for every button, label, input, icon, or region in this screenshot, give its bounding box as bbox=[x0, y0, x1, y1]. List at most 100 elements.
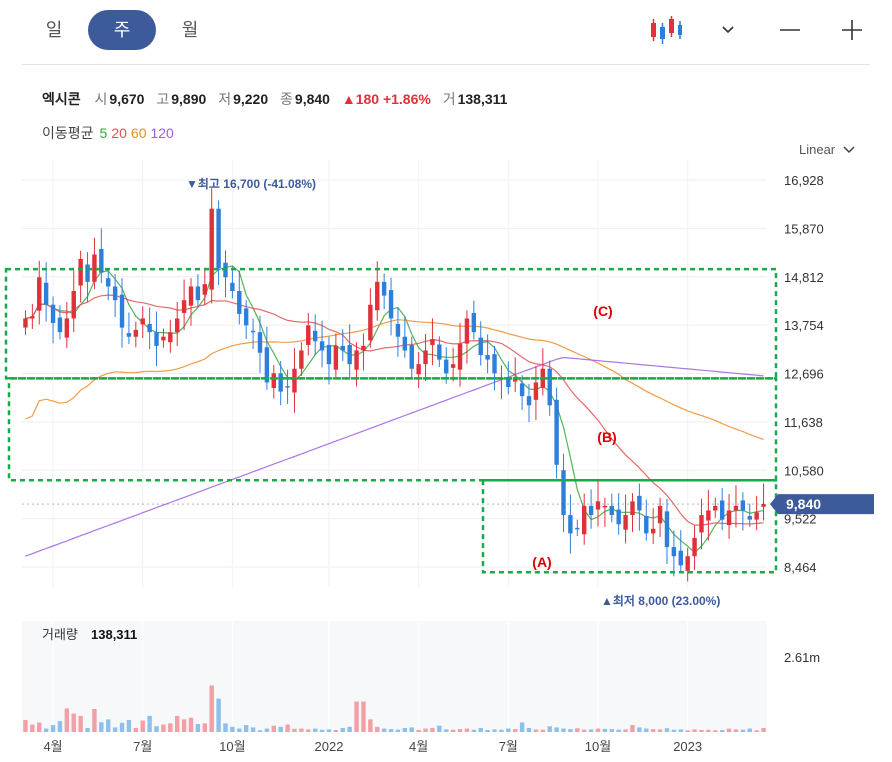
candle-body bbox=[85, 264, 90, 282]
volume-bar bbox=[657, 729, 663, 732]
candle-body bbox=[409, 344, 414, 369]
low-value: 9,220 bbox=[233, 91, 269, 107]
open-label: 시 bbox=[94, 91, 108, 107]
zoom-out-button[interactable] bbox=[770, 12, 810, 48]
volume-bar bbox=[37, 722, 42, 732]
close-label: 종 bbox=[280, 91, 293, 107]
volume-bar bbox=[492, 729, 497, 732]
candle-body bbox=[292, 368, 297, 393]
volume-bar bbox=[216, 698, 221, 732]
volume-bar bbox=[430, 727, 435, 732]
chart-type-button[interactable] bbox=[646, 12, 686, 48]
candle-body bbox=[740, 500, 746, 511]
ma-60: 60 bbox=[130, 125, 147, 141]
candle-body bbox=[630, 501, 635, 516]
candle-body bbox=[278, 373, 283, 392]
volume-bar bbox=[85, 727, 90, 732]
volume-bar bbox=[361, 701, 366, 732]
quote-summary: 엑시콘 시 9,670 고 9,890 저 9,220 종 9,840 ▲180 +1.… bbox=[42, 89, 515, 109]
ma-5: 5 bbox=[99, 125, 108, 141]
candle-body bbox=[388, 290, 394, 319]
volume-bar bbox=[754, 730, 759, 732]
zone-label: (C) bbox=[593, 303, 612, 319]
close-value: 9,840 bbox=[294, 91, 330, 107]
candle-body bbox=[568, 515, 573, 534]
candle-body bbox=[478, 337, 483, 356]
volume-bar bbox=[706, 729, 711, 732]
tab-monthly[interactable]: 월 bbox=[181, 20, 199, 40]
candle-body bbox=[140, 318, 145, 325]
candle-body bbox=[271, 373, 276, 388]
current-price-tag bbox=[770, 494, 874, 515]
candle-body bbox=[243, 308, 249, 326]
candle-body bbox=[726, 510, 732, 526]
volume-bar bbox=[554, 727, 559, 732]
volume-bar bbox=[381, 728, 387, 732]
candle-body bbox=[71, 291, 76, 319]
zoom-in-button[interactable] bbox=[832, 12, 872, 48]
candle-body bbox=[106, 278, 111, 287]
volume-bar bbox=[499, 729, 504, 732]
volume-bar bbox=[319, 729, 325, 732]
volume-bar bbox=[147, 715, 152, 732]
candle-body bbox=[506, 377, 511, 388]
candle-body bbox=[99, 248, 104, 273]
volume-bar bbox=[450, 729, 456, 732]
candle-body bbox=[168, 332, 173, 343]
volume-bar bbox=[175, 715, 180, 732]
volume-bar bbox=[312, 728, 318, 732]
scale-dropdown[interactable]: Linear bbox=[799, 142, 855, 157]
volume-bar bbox=[257, 730, 263, 732]
candle-body bbox=[57, 317, 63, 333]
volume-bar bbox=[630, 725, 635, 732]
volume-bar bbox=[230, 726, 235, 732]
x-tick-label: 2023 bbox=[673, 739, 702, 754]
candle-body bbox=[264, 347, 270, 383]
tab-daily[interactable]: 일 bbox=[45, 20, 63, 40]
y-tick-label: 9,522 bbox=[784, 512, 817, 527]
volume-bar bbox=[250, 727, 256, 732]
x-tick-label: 10월 bbox=[219, 739, 245, 754]
candle-body bbox=[126, 333, 132, 337]
volume-bar bbox=[71, 713, 76, 732]
volume-bar bbox=[513, 729, 518, 732]
y-tick-label: 13,754 bbox=[784, 318, 824, 333]
candle-body bbox=[216, 208, 221, 269]
volume-bar bbox=[354, 701, 359, 732]
volume-bar bbox=[278, 726, 283, 732]
volume-bar bbox=[437, 725, 442, 732]
x-tick-label: 10월 bbox=[585, 739, 611, 754]
candle-body bbox=[609, 505, 614, 516]
volume-bar bbox=[23, 719, 28, 732]
candle-body bbox=[616, 509, 621, 525]
candle-body bbox=[250, 330, 256, 333]
volume-bar bbox=[237, 728, 242, 732]
volume-bar bbox=[588, 729, 594, 732]
candle-body bbox=[375, 281, 380, 311]
volume-bar bbox=[733, 729, 739, 732]
volume-bar bbox=[678, 729, 683, 732]
candle-body bbox=[519, 383, 525, 397]
candle-body bbox=[285, 386, 290, 388]
volume-bar bbox=[713, 730, 718, 732]
zone-box bbox=[7, 377, 778, 482]
volume-bar bbox=[292, 728, 297, 732]
candle-body bbox=[692, 537, 697, 557]
zone-box bbox=[481, 479, 778, 574]
candle-body bbox=[202, 284, 208, 295]
y-tick-label: 12,696 bbox=[784, 367, 824, 382]
candle-body bbox=[112, 286, 118, 301]
tab-weekly[interactable]: 주 bbox=[88, 10, 156, 50]
volume-bar bbox=[699, 729, 704, 732]
candle-body bbox=[78, 259, 83, 286]
volume-bar bbox=[202, 723, 208, 732]
volume-bar bbox=[209, 685, 214, 732]
chart-type-dropdown[interactable] bbox=[708, 12, 748, 48]
candle-body bbox=[333, 345, 339, 370]
zone-label: (B) bbox=[597, 429, 616, 445]
candle-body bbox=[706, 510, 711, 521]
candle-body bbox=[754, 512, 759, 520]
candle-body bbox=[423, 350, 428, 365]
candle-body bbox=[402, 336, 408, 351]
